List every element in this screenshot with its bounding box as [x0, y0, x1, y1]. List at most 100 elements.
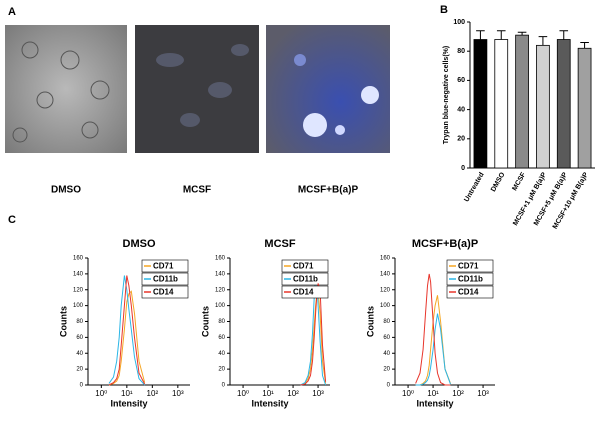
image-caption: MCSF — [183, 185, 211, 196]
y-tick-label: 0 — [80, 383, 84, 389]
image-caption: MCSF+B(a)P — [298, 185, 359, 196]
bar — [473, 39, 488, 169]
y-axis-label: Counts — [58, 306, 68, 337]
y-tick-label: 120 — [73, 287, 84, 293]
micrograph — [5, 25, 127, 153]
x-tick-label: 10² — [147, 389, 159, 398]
legend-label: CD71 — [153, 262, 174, 271]
bar — [556, 39, 571, 169]
bar — [515, 34, 529, 169]
legend-box — [446, 259, 494, 273]
y-tick-label: 100 — [453, 19, 465, 26]
legend-box — [141, 272, 189, 286]
x-axis-label: Intensity — [251, 398, 288, 408]
error-bar — [517, 31, 527, 36]
bar — [536, 44, 550, 169]
legend-box — [281, 285, 329, 299]
y-tick-label: 20 — [457, 136, 465, 143]
y-tick-label: 60 — [457, 77, 465, 84]
y-tick-label: 80 — [457, 48, 465, 55]
chart-title: DMSO — [123, 238, 156, 250]
chart-title: MCSF — [264, 238, 295, 250]
x-tick-label: 10² — [452, 389, 464, 398]
y-tick-label: 60 — [218, 335, 225, 341]
y-tick-label: 80 — [218, 319, 225, 325]
legend-label: CD71 — [458, 262, 479, 271]
x-tick-label: DMSO — [490, 171, 507, 193]
y-axis-label: Counts — [200, 306, 210, 337]
y-tick-label: 0 — [222, 383, 226, 389]
x-tick-label: 10⁰ — [402, 389, 414, 398]
error-bar — [496, 30, 506, 40]
x-tick-label: 10³ — [312, 389, 324, 398]
y-tick-label: 80 — [383, 319, 390, 325]
x-tick-label: Untreated — [463, 171, 485, 203]
x-tick-label: 10² — [287, 389, 299, 398]
image-caption: DMSO — [51, 185, 81, 196]
panel-label: C — [8, 214, 16, 226]
histogram-line — [415, 273, 451, 386]
micrograph — [135, 25, 259, 153]
y-tick-label: 100 — [73, 303, 84, 309]
legend-label: CD11b — [293, 275, 318, 284]
y-axis-label: Counts — [365, 306, 375, 337]
y-tick-label: 80 — [76, 319, 83, 325]
y-tick-label: 0 — [461, 165, 465, 172]
error-bar — [559, 30, 569, 40]
legend-label: CD11b — [153, 275, 178, 284]
x-tick-label: 10¹ — [262, 389, 274, 398]
error-bar — [538, 36, 548, 46]
x-tick-label: MCSF — [511, 171, 527, 192]
legend-box — [141, 259, 189, 273]
y-tick-label: 100 — [380, 303, 391, 309]
y-tick-label: 40 — [457, 106, 465, 113]
error-bar — [580, 41, 589, 49]
legend-label: CD14 — [458, 288, 479, 297]
legend-label: CD14 — [293, 288, 314, 297]
bar — [577, 47, 592, 169]
y-axis-label: Trypan blue-negative cells(%) — [443, 46, 450, 144]
x-tick-label: 10⁰ — [237, 389, 249, 398]
legend-box — [446, 285, 494, 299]
y-tick-label: 140 — [215, 271, 226, 277]
x-tick-label: 10³ — [172, 389, 184, 398]
legend-box — [281, 272, 329, 286]
histogram-line — [300, 283, 327, 386]
legend-box — [446, 272, 494, 286]
y-tick-label: 40 — [383, 351, 390, 357]
panel-label: A — [8, 6, 16, 18]
histogram-line — [415, 313, 451, 386]
y-tick-label: 100 — [215, 303, 226, 309]
legend-box — [141, 285, 189, 299]
panel-label: B — [440, 4, 448, 16]
y-tick-label: 160 — [73, 256, 84, 262]
y-tick-label: 60 — [76, 335, 83, 341]
x-tick-label: 10⁰ — [95, 389, 107, 398]
x-axis-label: Intensity — [416, 398, 453, 408]
y-tick-label: 20 — [383, 367, 390, 373]
x-axis-label: Intensity — [110, 398, 147, 408]
y-tick-label: 20 — [218, 367, 225, 373]
y-tick-label: 120 — [380, 287, 391, 293]
legend-label: CD11b — [458, 275, 483, 284]
histogram-line — [415, 295, 451, 386]
chart-title: MCSF+B(a)P — [412, 238, 478, 250]
histogram-line — [108, 275, 146, 386]
y-tick-label: 120 — [215, 287, 226, 293]
y-tick-label: 160 — [380, 256, 391, 262]
y-tick-label: 20 — [76, 367, 83, 373]
legend-box — [281, 259, 329, 273]
bar — [494, 39, 509, 169]
histogram-line — [108, 290, 146, 386]
histogram-line — [108, 275, 146, 386]
histogram-line — [300, 289, 327, 386]
legend-label: CD71 — [293, 262, 314, 271]
y-tick-label: 140 — [73, 271, 84, 277]
x-tick-label: 10¹ — [427, 389, 439, 398]
x-tick-label: 10¹ — [121, 389, 133, 398]
y-tick-label: 60 — [383, 335, 390, 341]
micrograph — [266, 25, 390, 153]
x-tick-label: 10³ — [477, 389, 489, 398]
y-tick-label: 40 — [218, 351, 225, 357]
